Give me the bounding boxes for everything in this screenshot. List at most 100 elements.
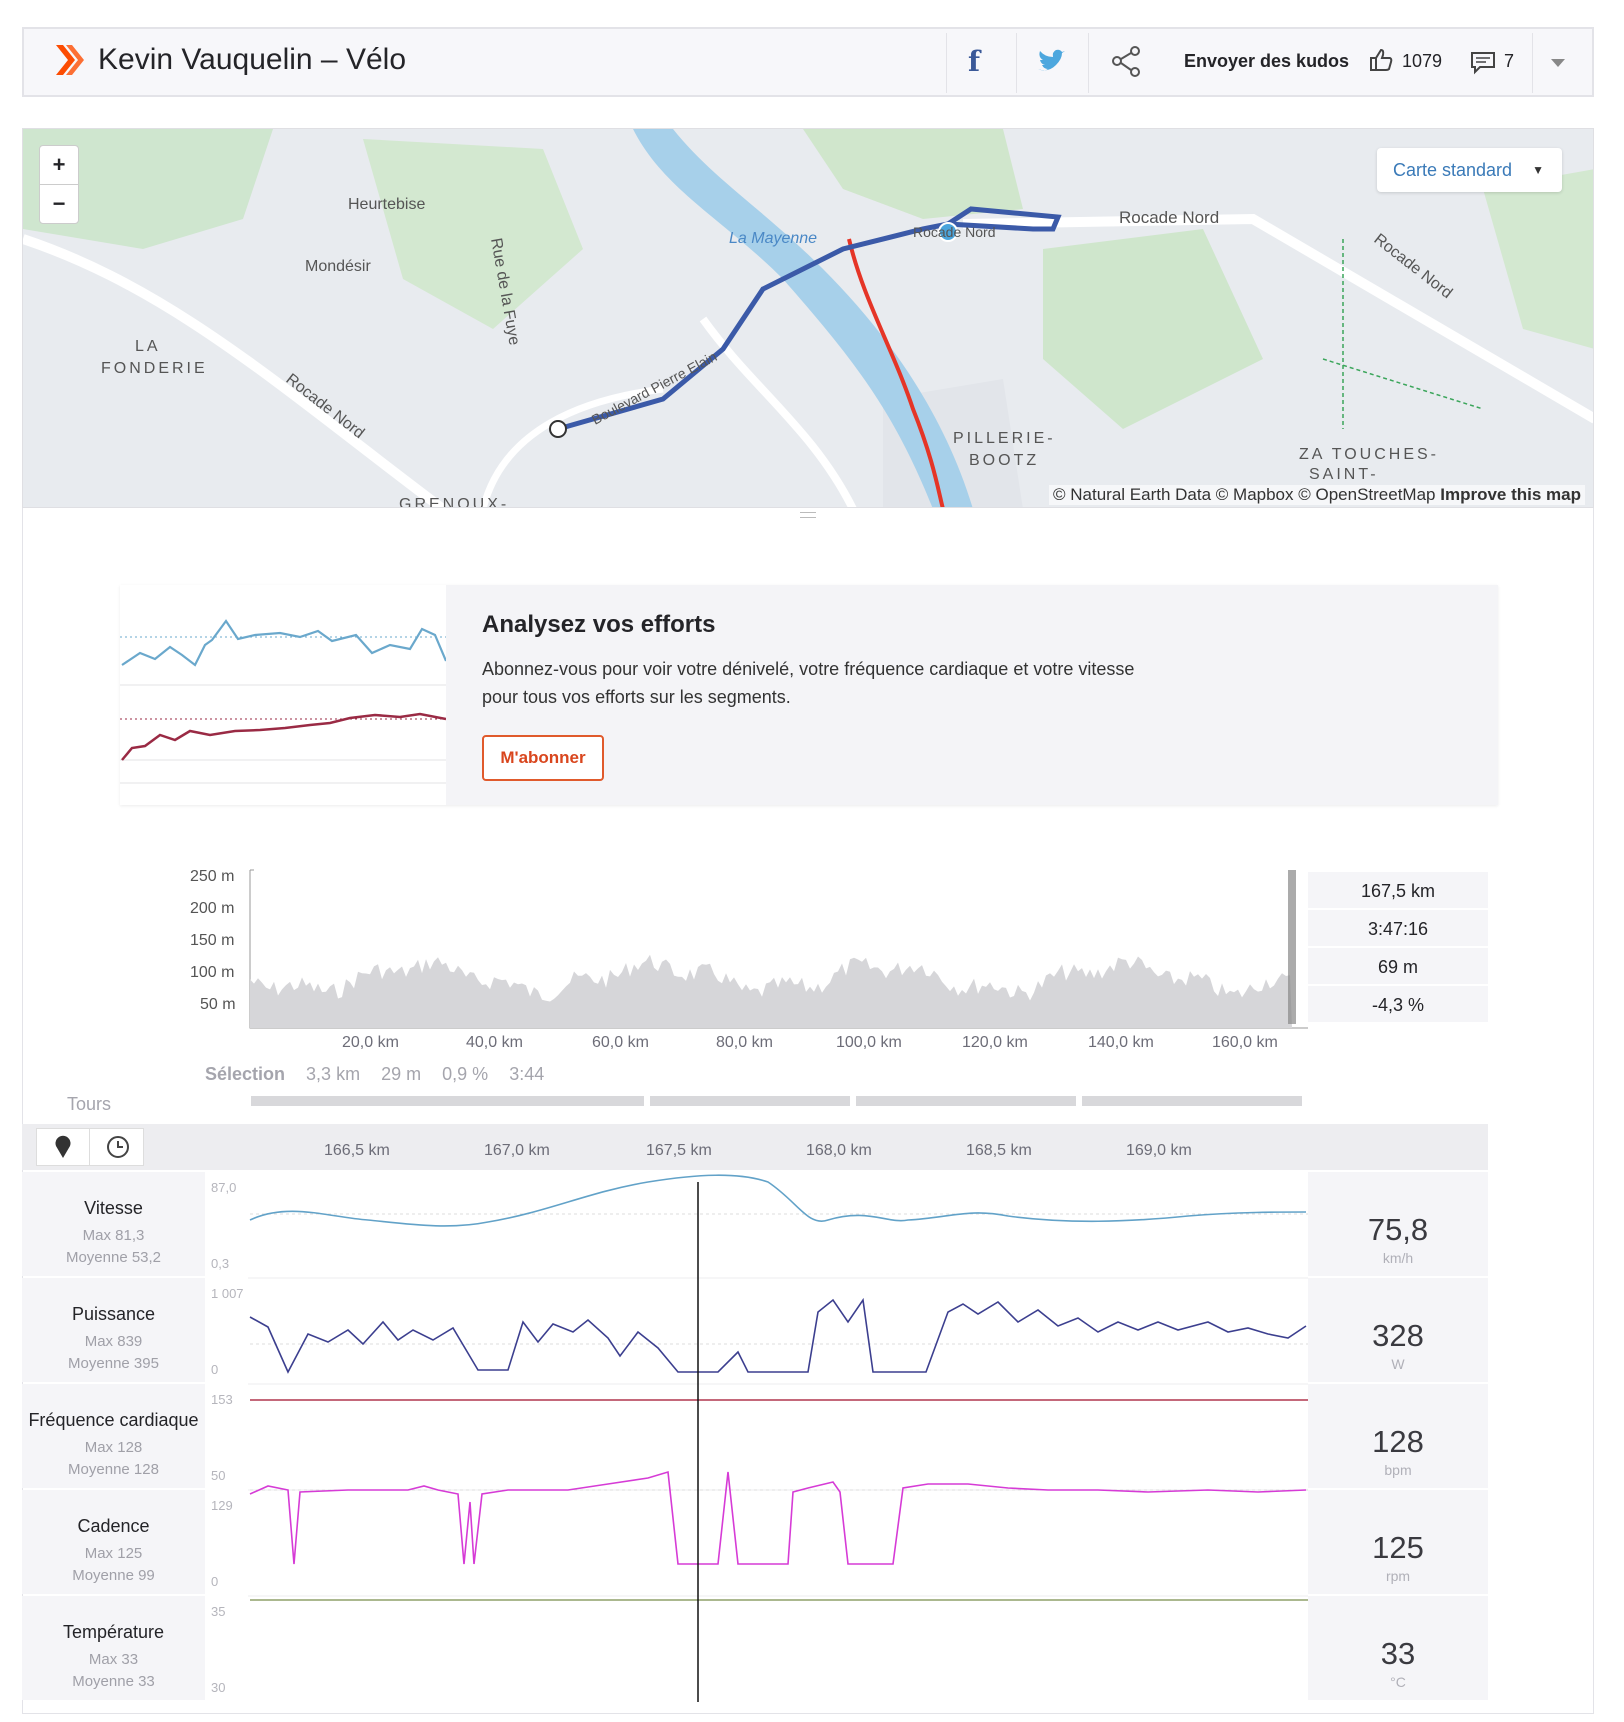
map-resize-handle[interactable]	[800, 512, 816, 518]
zoom-x-1680: 168,0 km	[806, 1142, 872, 1159]
facebook-share-button[interactable]: f	[968, 45, 981, 78]
metric-avg: Moyenne 33	[72, 1673, 155, 1690]
cadence-ymax: 129	[211, 1498, 233, 1513]
lap-bar-4[interactable]	[1082, 1096, 1302, 1106]
current-position-marker	[938, 222, 958, 242]
upsell-body-line2: pour tous vos efforts sur les segments.	[482, 687, 791, 707]
metric-name: Vitesse	[84, 1198, 143, 1218]
chevron-down-icon[interactable]	[1550, 57, 1566, 69]
elev-y-100: 100 m	[190, 964, 235, 981]
thumbs-up-icon[interactable]	[1368, 47, 1394, 73]
metric-unit: W	[1391, 1356, 1405, 1372]
power-ymin: 0	[211, 1362, 219, 1377]
metric-avg: Moyenne 53,2	[65, 1249, 162, 1266]
map-label-za-touches: ZA TOUCHES-	[1299, 446, 1439, 463]
readout-elevation: 69 m	[1308, 948, 1488, 986]
metric-label-temperature: Température Max 33 Moyenne 33	[22, 1596, 205, 1700]
zoom-x-1665: 166,5 km	[324, 1142, 390, 1159]
route-end-marker	[549, 420, 567, 438]
speed-line	[249, 1174, 1307, 1227]
temp-ymax: 35	[211, 1604, 226, 1619]
metric-unit: rpm	[1385, 1568, 1411, 1584]
readout-grade: -4,3 %	[1308, 986, 1488, 1024]
selection-distance: 3,3 km	[306, 1064, 361, 1084]
lap-bar-1[interactable]	[251, 1096, 644, 1106]
analysis-panel	[22, 508, 1594, 1714]
metric-name: Cadence	[77, 1516, 150, 1536]
clock-icon[interactable]	[106, 1135, 130, 1159]
metric-max: Max 33	[88, 1651, 139, 1668]
readout-time: 3:47:16	[1308, 910, 1488, 948]
activity-header: Kevin Vauquelin – Vélo f Envoyer des kud…	[22, 27, 1594, 97]
selection-summary: Sélection 3,3 km 29 m 0,9 % 3:44	[205, 1064, 544, 1085]
map-label-grenoux: GRENOUX-	[399, 496, 509, 508]
selection-gain: 29 m	[381, 1064, 422, 1084]
metric-value: 128	[1372, 1424, 1424, 1459]
map-label-saint: SAINT-	[1309, 466, 1379, 483]
selection-label: Sélection	[205, 1064, 286, 1084]
elev-x-40: 40,0 km	[466, 1034, 523, 1051]
map-label-fonderie: FONDERIE	[101, 360, 208, 377]
elevation-profile-chart[interactable]	[248, 868, 1308, 1036]
zoom-out-button[interactable]: −	[39, 184, 79, 224]
map-label-mondesir: Mondésir	[305, 258, 371, 275]
map-style-dropdown[interactable]: Carte standard ▼	[1377, 148, 1562, 192]
map-label-la-mayenne: La Mayenne	[729, 230, 817, 247]
twitter-share-button[interactable]	[1036, 49, 1066, 75]
upsell-title: Analysez vos efforts	[482, 611, 716, 638]
map-label-la: LA	[135, 338, 161, 355]
zoom-axis-bar	[22, 1124, 1488, 1170]
route-map[interactable]: Heurtebise Mondésir LA FONDERIE Rue de l…	[22, 128, 1594, 508]
elev-x-120: 120,0 km	[962, 1034, 1028, 1051]
elevation-readout: 167,5 km 3:47:16 69 m -4,3 %	[1308, 872, 1488, 1024]
elev-x-160: 160,0 km	[1212, 1034, 1278, 1051]
cadence-line	[249, 1470, 1307, 1565]
elev-x-60: 60,0 km	[592, 1034, 649, 1051]
metric-value-temperature: 33 °C	[1308, 1596, 1488, 1700]
upsell-preview-chart	[120, 585, 446, 805]
metric-unit: bpm	[1384, 1462, 1412, 1478]
elev-y-250: 250 m	[190, 868, 235, 885]
metric-name: Température	[62, 1622, 165, 1642]
zoom-x-1690: 169,0 km	[1126, 1142, 1192, 1159]
upsell-card: Analysez vos efforts Abonnez-vous pour v…	[120, 585, 1498, 805]
metric-max: Max 81,3	[82, 1227, 145, 1244]
elev-y-150: 150 m	[190, 932, 235, 949]
metric-max: Max 128	[84, 1439, 143, 1456]
share-icon[interactable]	[1110, 45, 1142, 77]
metric-value-speed: 75,8 km/h	[1308, 1172, 1488, 1276]
send-kudos-button[interactable]: Envoyer des kudos	[1184, 51, 1350, 71]
map-canvas: Heurtebise Mondésir LA FONDERIE Rue de l…	[23, 129, 1593, 508]
elev-y-200: 200 m	[190, 900, 235, 917]
metric-value-heartrate: 128 bpm	[1308, 1384, 1488, 1488]
map-label-heurtebise: Heurtebise	[348, 196, 425, 213]
comments-count[interactable]: 7	[1504, 51, 1515, 71]
power-ymax: 1 007	[211, 1286, 244, 1301]
metric-value-power: 328 W	[1308, 1278, 1488, 1382]
selection-time: 3:44	[509, 1064, 545, 1084]
elev-x-140: 140,0 km	[1088, 1034, 1154, 1051]
map-pin-icon[interactable]	[54, 1135, 72, 1159]
strava-chevron-icon	[56, 45, 84, 75]
elevation-cursor[interactable]	[1288, 870, 1296, 1024]
map-label-rocade-nord-1: Rocade Nord	[1119, 208, 1219, 227]
subscribe-button[interactable]: M'abonner	[482, 735, 604, 781]
metric-value: 75,8	[1367, 1212, 1429, 1247]
lap-bar-2[interactable]	[650, 1096, 850, 1106]
kudos-count[interactable]: 1079	[1402, 51, 1443, 71]
zoom-in-button[interactable]: +	[39, 145, 79, 185]
speed-ymin: 0,3	[211, 1256, 230, 1271]
laps-label: Tours	[67, 1094, 112, 1114]
metric-avg: Moyenne 128	[68, 1461, 159, 1478]
metric-value-cadence: 125 rpm	[1308, 1490, 1488, 1594]
hr-ymax: 153	[211, 1392, 233, 1407]
elev-x-20: 20,0 km	[342, 1034, 399, 1051]
zoom-x-1685: 168,5 km	[966, 1142, 1032, 1159]
improve-map-link[interactable]: Improve this map	[1440, 485, 1581, 504]
comment-icon[interactable]	[1470, 51, 1496, 75]
map-attribution-text: © Natural Earth Data © Mapbox © OpenStre…	[1053, 485, 1436, 504]
zoom-x-1675: 167,5 km	[646, 1142, 712, 1159]
metric-streams-chart[interactable]	[248, 1172, 1308, 1702]
metric-avg: Moyenne 395	[68, 1355, 159, 1372]
lap-bar-3[interactable]	[856, 1096, 1076, 1106]
